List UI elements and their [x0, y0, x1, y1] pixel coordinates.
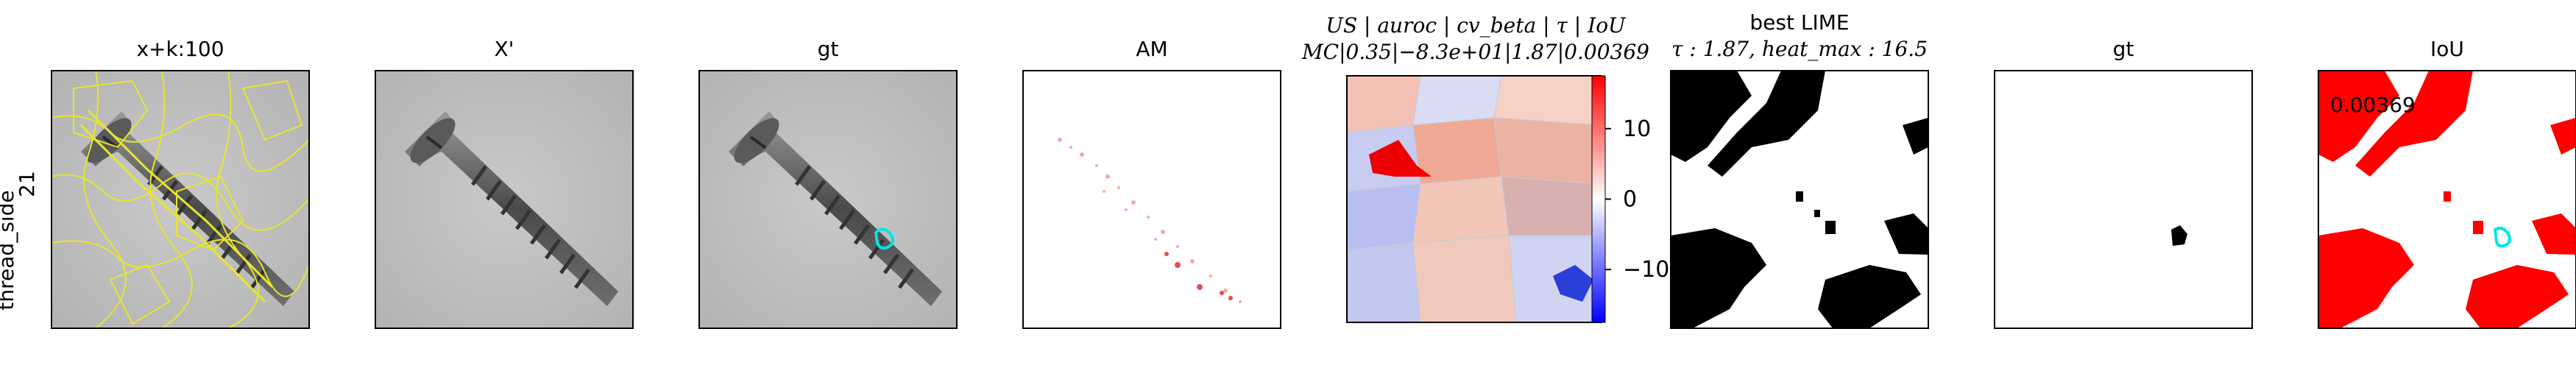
- row-label: thread_side 21: [0, 171, 39, 310]
- panel-title-5-line2: MC|0.35|−8.3e+01|1.87|0.00369: [1301, 40, 1649, 64]
- superpixel-boundaries: [51, 70, 310, 329]
- panel-image: X': [375, 37, 634, 329]
- panel-title-6-line1: best LIME: [1749, 10, 1849, 35]
- panel-title-7: gt: [2113, 37, 2134, 61]
- panel-title-5-line1: US | auroc | cv_beta | τ | IoU: [1326, 13, 1627, 38]
- panel-ground-truth-overlay: gt: [698, 37, 958, 329]
- panel-best-lime: best LIME τ : 1.87, heat_max : 16.5: [1670, 10, 1929, 329]
- score-superpixels: [1346, 75, 1602, 323]
- colorbar: 10 0 −10: [1591, 75, 1669, 323]
- panel-anomaly-map: AM: [1022, 37, 1281, 329]
- panel-ground-truth-mask: gt: [1994, 37, 2253, 329]
- gt-mask-blob: [2171, 225, 2187, 246]
- panel-title-6-line2: τ : 1.87, heat_max : 16.5: [1671, 37, 1928, 61]
- iou-annotation: 0.00369: [2330, 93, 2416, 117]
- panel-title-1: x+k:100: [136, 37, 224, 61]
- colorbar-tick-label: −10: [1623, 257, 1669, 283]
- panel-title-3: gt: [818, 37, 839, 61]
- panel-score-map: US | auroc | cv_beta | τ | IoU MC|0.35|−…: [1301, 13, 1669, 323]
- row-label-line2: 21: [15, 171, 39, 197]
- panel-iou: IoU 0.00369: [2318, 37, 2576, 329]
- row-label-line1: thread_side: [0, 190, 18, 310]
- iou-gt-contour: [2493, 227, 2511, 248]
- panel-superpixels: x+k:100: [51, 37, 310, 329]
- panel-title-4: AM: [1136, 37, 1167, 61]
- colorbar-tick-label: 0: [1623, 187, 1637, 213]
- lime-mask: [1671, 71, 1928, 328]
- colorbar-ticks: 10 0 −10: [1605, 116, 1669, 283]
- iou-mask: [2318, 71, 2576, 328]
- panel-title-2: X': [495, 37, 514, 61]
- gt-contour: [874, 227, 895, 250]
- colorbar-tick-label: 10: [1623, 116, 1651, 142]
- panel-title-8: IoU: [2430, 37, 2464, 61]
- high-score-region: [1369, 140, 1432, 177]
